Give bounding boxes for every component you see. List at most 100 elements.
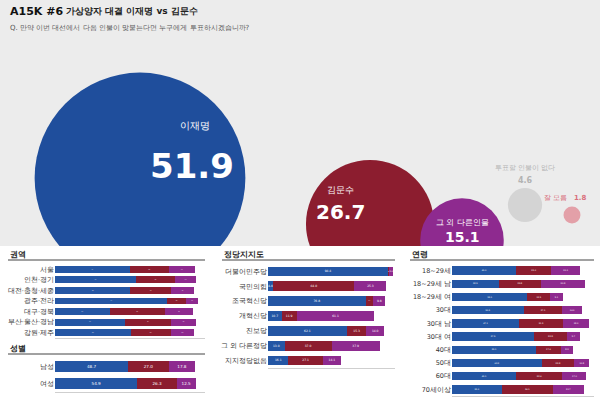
svg-text:4.0: 4.0 [268,284,273,288]
svg-text:18~29세: 18~29세 [422,267,451,275]
svg-text:A15K #6: A15K #6 [10,5,63,18]
svg-text:30대 여: 30대 여 [427,333,451,341]
svg-text:18.0: 18.0 [574,322,579,325]
svg-text:22.8: 22.8 [556,362,561,365]
svg-text:17.6: 17.6 [546,348,551,351]
svg-text:54.9: 54.9 [92,381,102,386]
svg-text:36.1: 36.1 [525,388,530,391]
svg-text:조국혁신당: 조국혁신당 [232,297,267,305]
svg-text:25.3: 25.3 [367,284,374,288]
svg-text:10.7: 10.7 [271,314,278,318]
svg-text:26.0: 26.0 [155,279,157,280]
svg-text:지지정당없음: 지지정당없음 [225,357,267,365]
svg-text:17.0: 17.0 [572,375,577,378]
svg-text:20.1: 20.1 [563,269,568,272]
svg-text:정당지지도: 정당지지도 [224,250,264,259]
svg-text:남성: 남성 [40,363,54,371]
svg-text:5.9: 5.9 [369,300,371,301]
svg-text:2.6: 2.6 [389,270,393,273]
svg-text:부산·울산·경남: 부산·울산·경남 [8,318,54,326]
svg-text:62.1: 62.1 [304,329,311,333]
svg-text:대전·충청·세종: 대전·충청·세종 [8,287,54,295]
svg-text:서울: 서울 [40,266,54,274]
svg-text:Q. 만약 이번 대선에서 다음 인물이 맞붙는다면 누구에: Q. 만약 이번 대선에서 다음 인물이 맞붙는다면 누구에게 투표하시겠습니까… [10,24,250,32]
svg-text:94.4: 94.4 [325,269,332,273]
svg-text:70세이상: 70세이상 [422,386,451,394]
svg-text:권역: 권역 [10,250,26,259]
svg-text:15.9: 15.9 [536,296,541,299]
svg-text:50대: 50대 [436,359,451,367]
svg-text:26.3: 26.3 [149,269,151,270]
svg-text:54.0: 54.0 [95,279,97,280]
svg-text:61.1: 61.1 [332,314,339,318]
svg-text:9.1: 9.1 [555,296,559,299]
svg-text:45.0: 45.0 [482,269,487,272]
svg-text:76.8: 76.8 [313,299,320,303]
svg-text:46.5: 46.5 [89,321,91,322]
svg-text:40대: 40대 [436,346,451,354]
svg-text:김문수: 김문수 [327,185,354,195]
svg-text:국민의힘: 국민의힘 [239,283,267,291]
svg-text:15.4: 15.4 [182,290,184,291]
svg-text:10.8: 10.8 [579,362,584,365]
svg-text:14.1: 14.1 [329,358,336,362]
svg-text:37.9: 37.9 [352,344,359,348]
svg-text:13.0: 13.0 [273,344,280,348]
svg-text:16.1: 16.1 [275,358,282,362]
svg-text:여성: 여성 [40,380,54,388]
svg-text:1.2: 1.2 [388,271,390,272]
svg-text:30대 남: 30대 남 [427,320,451,328]
svg-text:32.6: 32.6 [537,375,542,378]
svg-text:48.7: 48.7 [87,364,97,369]
svg-text:22.8: 22.8 [548,335,553,338]
svg-text:21.7: 21.7 [566,388,571,390]
svg-text:74.9: 74.9 [110,300,112,301]
svg-text:14.0: 14.0 [570,309,575,312]
svg-text:30대: 30대 [436,306,451,314]
svg-text:60대: 60대 [436,372,451,380]
svg-text:32.9: 32.9 [473,282,478,285]
svg-text:50.5: 50.5 [92,332,94,333]
svg-text:8.5: 8.5 [191,300,193,301]
svg-text:잘 모름: 잘 모름 [544,194,567,202]
svg-text:18~29세 여: 18~29세 여 [413,293,451,301]
svg-text:14.1: 14.1 [185,279,187,280]
svg-text:45.1: 45.1 [482,375,487,378]
svg-text:12.2: 12.2 [176,300,178,301]
svg-text:4.6: 4.6 [518,176,533,185]
svg-text:연령: 연령 [412,250,428,259]
svg-text:26.5: 26.5 [150,332,152,333]
svg-text:15.1: 15.1 [445,229,480,245]
svg-text:더불어민주당: 더불어민주당 [225,268,267,276]
svg-text:26.3: 26.3 [153,381,163,386]
svg-text:26.7: 26.7 [316,200,365,224]
svg-text:27.1: 27.1 [541,309,546,311]
svg-text:1.8: 1.8 [574,194,587,202]
svg-text:개혁신당: 개혁신당 [239,312,267,320]
svg-text:36.9: 36.9 [137,311,139,312]
svg-text:15.8: 15.8 [182,332,184,333]
svg-text:25.0: 25.0 [531,269,536,272]
svg-text:59.1: 59.1 [492,348,497,351]
svg-text:대구·경북: 대구·경북 [24,308,54,316]
svg-text:강원·제주: 강원·제주 [24,329,54,337]
svg-text:49.7: 49.7 [92,269,94,270]
svg-text:36.4: 36.4 [82,311,84,312]
svg-text:그 외 다른정당: 그 외 다른정당 [221,342,267,350]
svg-text:18.7: 18.7 [178,311,180,312]
svg-text:9.7: 9.7 [572,335,576,338]
svg-text:16.5: 16.5 [183,321,185,322]
svg-text:27.1: 27.1 [150,290,152,291]
svg-text:27.0: 27.0 [144,364,154,369]
svg-text:35.0: 35.0 [475,388,480,391]
svg-text:성별: 성별 [10,344,26,353]
svg-text:14.0: 14.0 [372,329,379,333]
svg-text:30.8: 30.8 [561,282,566,285]
svg-text:50.5: 50.5 [486,309,491,312]
svg-text:그 외 다른인물: 그 외 다른인물 [436,218,489,227]
svg-text:47.1: 47.1 [483,322,488,324]
svg-text:진보당: 진보당 [246,327,267,335]
svg-text:11.9: 11.9 [286,314,293,318]
svg-text:64.0: 64.0 [310,284,317,288]
svg-text:9.8: 9.8 [377,299,382,303]
